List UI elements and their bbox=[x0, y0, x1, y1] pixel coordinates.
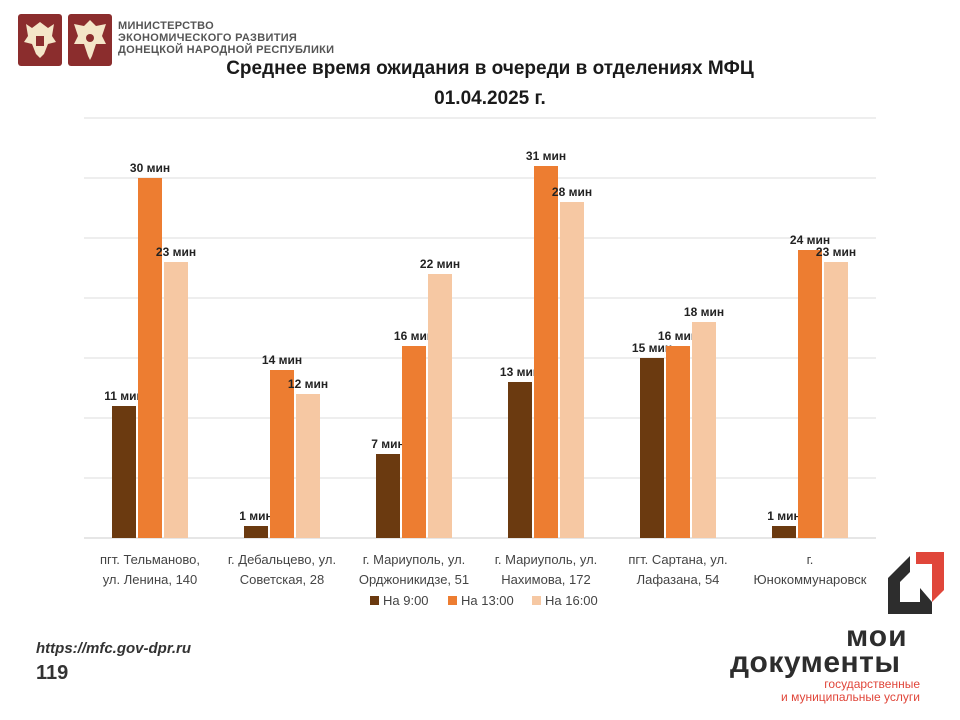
bar bbox=[798, 250, 822, 538]
bar bbox=[640, 358, 664, 538]
bar bbox=[270, 370, 294, 538]
moi-dokumenty-logo-icon bbox=[888, 552, 944, 614]
data-label: 7 мин bbox=[371, 437, 405, 451]
ministry-line: ДОНЕЦКОЙ НАРОДНОЙ РЕСПУБЛИКИ bbox=[118, 44, 335, 56]
data-label: 24 мин bbox=[790, 233, 830, 247]
data-label: 1 мин bbox=[239, 509, 273, 523]
chart-subtitle: 01.04.2025 г. bbox=[434, 88, 546, 109]
bar bbox=[534, 166, 558, 538]
data-label: 30 мин bbox=[130, 161, 170, 175]
chart-title: Среднее время ожидания в очереди в отдел… bbox=[226, 58, 754, 79]
bar bbox=[560, 202, 584, 538]
data-label: 31 мин bbox=[526, 149, 566, 163]
data-label: 14 мин bbox=[262, 353, 302, 367]
russia-coat-of-arms-icon bbox=[18, 14, 62, 66]
data-label: 23 мин bbox=[816, 245, 856, 259]
brand-line-4: и муниципальные услуги bbox=[781, 690, 920, 704]
data-label: 13 мин bbox=[500, 365, 540, 379]
category-label: пгт. Тельманово, bbox=[100, 552, 200, 567]
category-label: г. Дебальцево, ул. bbox=[228, 552, 336, 567]
bar bbox=[376, 454, 400, 538]
legend-label: На 16:00 bbox=[545, 593, 598, 608]
data-label: 18 мин bbox=[684, 305, 724, 319]
category-label: пгт. Сартана, ул. bbox=[628, 552, 727, 567]
bar bbox=[296, 394, 320, 538]
bar bbox=[402, 346, 426, 538]
category-label: г. Мариуполь, ул. bbox=[495, 552, 598, 567]
legend-swatch bbox=[448, 596, 457, 605]
data-label: 15 мин bbox=[632, 341, 672, 355]
data-label: 12 мин bbox=[288, 377, 328, 391]
category-label: г. Мариуполь, ул. bbox=[363, 552, 466, 567]
data-label: 11 мин bbox=[104, 389, 144, 403]
bar bbox=[666, 346, 690, 538]
data-label: 28 мин bbox=[552, 185, 592, 199]
category-label: Советская, 28 bbox=[240, 572, 324, 587]
category-label: Лафазана, 54 bbox=[637, 572, 720, 587]
brand-line-3: государственные bbox=[824, 677, 920, 691]
ministry-name: МИНИСТЕРСТВО ЭКОНОМИЧЕСКОГО РАЗВИТИЯ ДОН… bbox=[118, 20, 378, 56]
category-label: ул. Ленина, 140 bbox=[103, 572, 198, 587]
bar bbox=[692, 322, 716, 538]
bar bbox=[112, 406, 136, 538]
category-label: Нахимова, 172 bbox=[501, 572, 590, 587]
website-link[interactable]: https://mfc.gov-dpr.ru bbox=[36, 640, 191, 657]
bar bbox=[244, 526, 268, 538]
bar bbox=[508, 382, 532, 538]
data-label: 22 мин bbox=[420, 257, 460, 271]
page-number: 119 bbox=[36, 662, 69, 684]
brand-line-2: документы bbox=[730, 646, 901, 679]
dpr-coat-of-arms-icon bbox=[68, 14, 112, 66]
bar bbox=[772, 526, 796, 538]
bar bbox=[428, 274, 452, 538]
data-label: 16 мин bbox=[658, 329, 698, 343]
data-label: 1 мин bbox=[767, 509, 801, 523]
legend-label: На 13:00 bbox=[461, 593, 514, 608]
category-label: Орджоникидзе, 51 bbox=[359, 572, 469, 587]
category-label: Юнокоммунаровск bbox=[754, 572, 867, 587]
data-label: 16 мин bbox=[394, 329, 434, 343]
legend-swatch bbox=[532, 596, 541, 605]
legend-swatch bbox=[370, 596, 379, 605]
data-label: 23 мин bbox=[156, 245, 196, 259]
bar bbox=[164, 262, 188, 538]
legend-label: На 9:00 bbox=[383, 593, 429, 608]
category-label: г. bbox=[807, 552, 814, 567]
brand-line-1: мои bbox=[846, 620, 908, 653]
ministry-line: ЭКОНОМИЧЕСКОГО РАЗВИТИЯ bbox=[118, 32, 298, 44]
bar bbox=[824, 262, 848, 538]
bar bbox=[138, 178, 162, 538]
ministry-line: МИНИСТЕРСТВО bbox=[118, 20, 214, 32]
